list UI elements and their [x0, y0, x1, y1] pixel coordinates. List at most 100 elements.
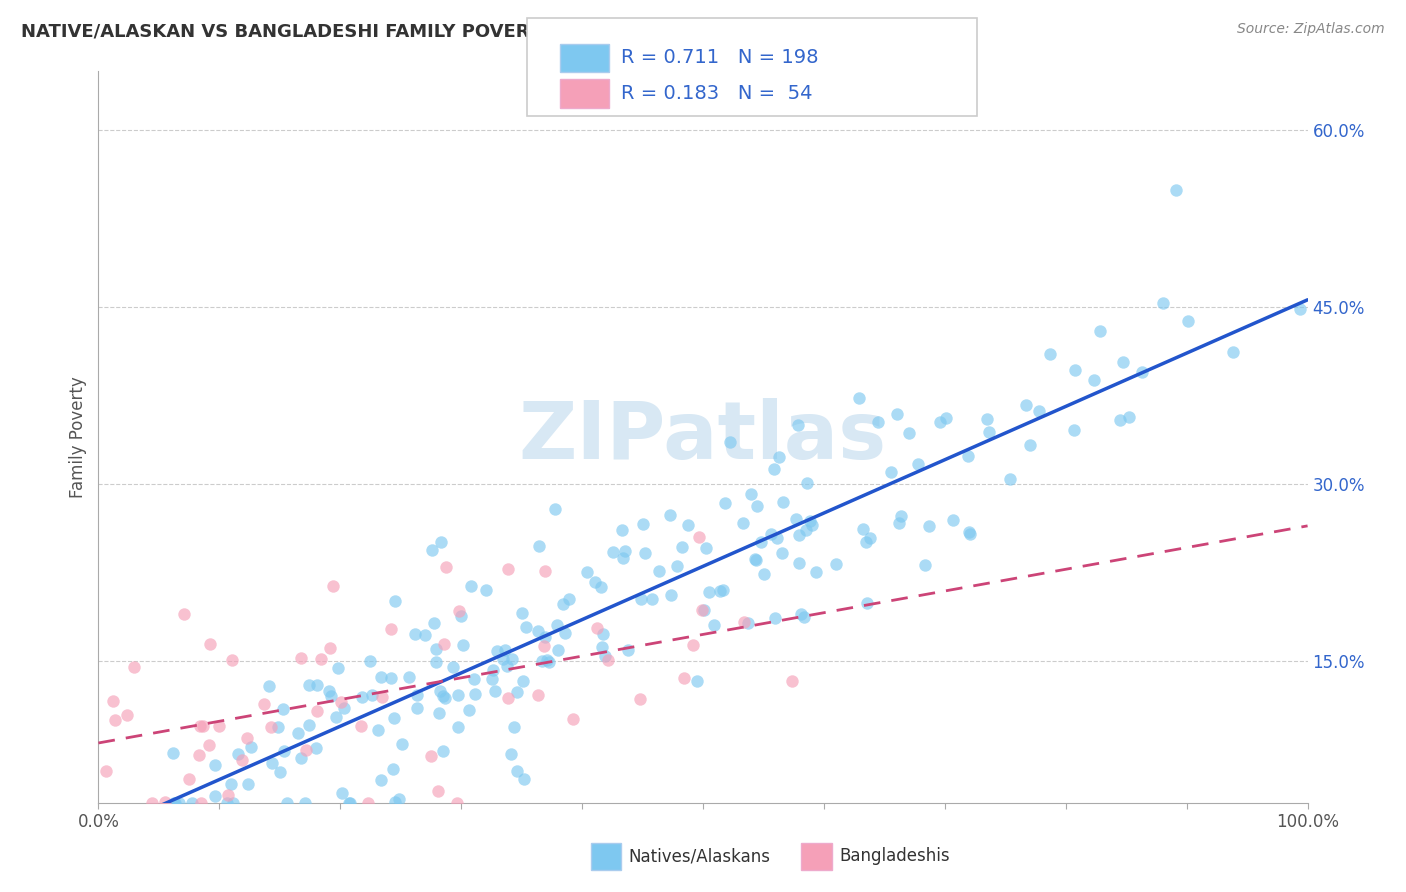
Point — [425, 655, 447, 669]
Point — [311, 652, 333, 666]
Point — [1130, 365, 1153, 379]
Point — [187, 747, 209, 762]
Point — [494, 643, 516, 657]
Point — [370, 670, 392, 684]
Point — [406, 701, 429, 715]
Point — [929, 415, 952, 429]
Point — [481, 672, 503, 686]
Point — [794, 523, 817, 537]
Point — [352, 690, 374, 704]
Point — [425, 641, 447, 656]
Point — [749, 535, 772, 549]
Point — [380, 623, 402, 637]
Point — [433, 690, 456, 705]
Point — [305, 705, 328, 719]
Point — [673, 671, 696, 685]
Point — [181, 796, 204, 810]
Point — [682, 638, 704, 652]
Point — [799, 514, 821, 528]
Point — [297, 678, 319, 692]
Point — [630, 691, 652, 706]
Point — [451, 638, 474, 652]
Point — [796, 475, 818, 490]
Point — [427, 706, 450, 720]
Point — [688, 530, 710, 544]
Point — [391, 737, 413, 751]
Point — [1152, 296, 1174, 310]
Text: R = 0.711   N = 198: R = 0.711 N = 198 — [621, 48, 818, 68]
Point — [359, 654, 381, 668]
Text: Natives/Alaskans: Natives/Alaskans — [628, 847, 770, 865]
Point — [793, 609, 815, 624]
Point — [269, 765, 291, 780]
Point — [501, 652, 523, 666]
Text: Bangladeshis: Bangladeshis — [839, 847, 950, 865]
Point — [388, 792, 411, 806]
Point — [495, 659, 517, 673]
Point — [886, 407, 908, 421]
Point — [295, 743, 318, 757]
Point — [450, 608, 472, 623]
Point — [744, 551, 766, 566]
Point — [122, 659, 145, 673]
Point — [290, 751, 312, 765]
Point — [101, 694, 124, 708]
Point — [634, 546, 657, 560]
Point — [446, 796, 468, 810]
Point — [204, 789, 226, 803]
Point — [856, 596, 879, 610]
Point — [329, 695, 352, 709]
Point — [718, 435, 741, 450]
Text: R = 0.183   N =  54: R = 0.183 N = 54 — [621, 84, 813, 103]
Point — [430, 535, 453, 549]
Point — [533, 640, 555, 654]
Point — [1222, 345, 1244, 359]
Point — [305, 678, 328, 692]
Point — [733, 615, 755, 629]
Point — [404, 627, 426, 641]
Point — [610, 523, 633, 537]
Point — [398, 670, 420, 684]
Point — [236, 731, 259, 746]
Point — [709, 583, 731, 598]
Point — [141, 796, 163, 810]
Point — [763, 610, 786, 624]
Point — [115, 708, 138, 723]
Point — [217, 788, 239, 802]
Text: NATIVE/ALASKAN VS BANGLADESHI FAMILY POVERTY CORRELATION CHART: NATIVE/ALASKAN VS BANGLADESHI FAMILY POV… — [21, 22, 776, 40]
Point — [253, 697, 276, 711]
Point — [384, 795, 406, 809]
Point — [665, 558, 688, 573]
Point — [217, 796, 239, 810]
Point — [534, 564, 557, 578]
Point — [427, 783, 450, 797]
Point — [273, 743, 295, 757]
Point — [852, 522, 875, 536]
Point — [630, 592, 652, 607]
Point — [208, 719, 231, 733]
Point — [498, 691, 520, 706]
Point — [737, 615, 759, 630]
Point — [583, 575, 606, 590]
Point — [561, 713, 583, 727]
Point — [153, 796, 176, 810]
Point — [337, 796, 360, 810]
Point — [1039, 347, 1062, 361]
Point — [482, 663, 505, 677]
Point — [367, 723, 389, 737]
Point — [690, 603, 713, 617]
Point — [260, 720, 283, 734]
Point — [526, 624, 548, 638]
Point — [222, 796, 245, 810]
Point — [576, 566, 599, 580]
Point — [298, 718, 321, 732]
Point — [290, 651, 312, 665]
Point — [188, 719, 211, 733]
Point — [1000, 472, 1022, 486]
Point — [197, 738, 219, 752]
Point — [496, 562, 519, 576]
Point — [591, 640, 613, 655]
Point — [443, 659, 465, 673]
Point — [333, 700, 356, 714]
Point — [515, 620, 537, 634]
